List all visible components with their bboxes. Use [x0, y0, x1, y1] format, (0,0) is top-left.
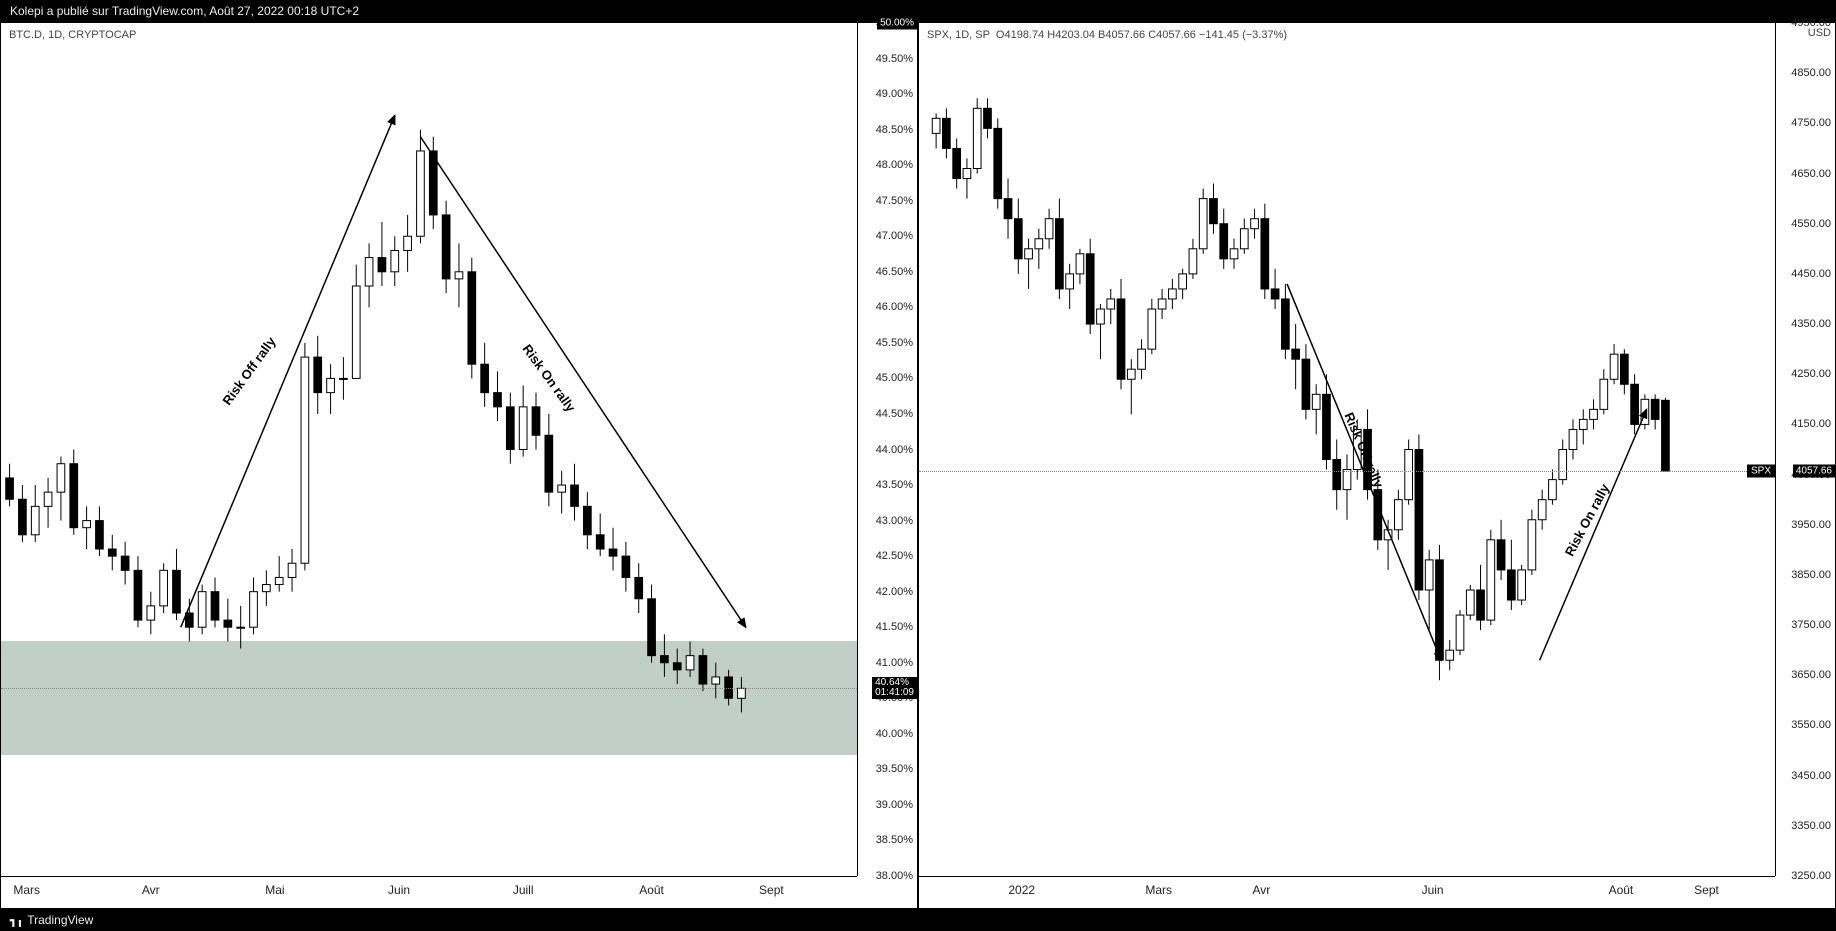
right-legend-ohlc: O4198.74 H4203.04 B4057.66 C4057.66 −141…: [996, 29, 1287, 41]
y-tick: 41.00%: [876, 657, 913, 669]
y-tick: 46.50%: [876, 266, 913, 278]
y-tick: 3450.00: [1791, 770, 1831, 782]
y-tick: 43.00%: [876, 515, 913, 527]
left-legend: BTC.D, 1D, CRYPTOCAP: [9, 29, 136, 41]
current-price-tag: 4057.66: [1793, 464, 1835, 477]
x-tick: Mars: [13, 883, 40, 897]
right-chart-body[interactable]: SPX, 1D, SP O4198.74 H4203.04 B4057.66 C…: [919, 23, 1775, 876]
y-tick: 4350.00: [1791, 318, 1831, 330]
y-tick: 4650.00: [1791, 168, 1831, 180]
x-tick: Juin: [388, 883, 410, 897]
y-tick: 45.00%: [876, 372, 913, 384]
y-tick: 3650.00: [1791, 669, 1831, 681]
y-tick: 46.00%: [876, 301, 913, 313]
y-tick: 49.50%: [876, 53, 913, 65]
current-price-tag: 40.64%01:41:09: [872, 677, 917, 699]
y-tick: 42.00%: [876, 586, 913, 598]
y-tick: 38.50%: [876, 834, 913, 846]
right-legend-ticker: SPX, 1D, SP: [927, 29, 990, 41]
x-tick: Sept: [759, 883, 784, 897]
left-chart-svg: [1, 23, 857, 876]
y-tick: 41.50%: [876, 621, 913, 633]
main: BTC.D, 1D, CRYPTOCAP Risk Off rallyRisk …: [0, 22, 1836, 909]
x-tick: Juin: [1422, 883, 1444, 897]
right-chart-svg: [919, 23, 1775, 876]
y-tick: 47.00%: [876, 230, 913, 242]
tradingview-logo-icon: ┓╻: [10, 914, 23, 927]
right-y-axis: USD 3250.003350.003450.003550.003650.003…: [1775, 23, 1835, 876]
y-tick: 4450.00: [1791, 268, 1831, 280]
y-tick: 3850.00: [1791, 569, 1831, 581]
y-tick: 48.00%: [876, 159, 913, 171]
y-tick: 39.50%: [876, 763, 913, 775]
x-tick: Sept: [1694, 883, 1719, 897]
footer: ┓╻ TradingView: [0, 909, 1836, 931]
y-tick: 3250.00: [1791, 870, 1831, 882]
ticker-tag: SPX: [1747, 464, 1775, 477]
current-price-line: [919, 471, 1775, 472]
y-tick: 42.50%: [876, 550, 913, 562]
y-tick: 40.00%: [876, 728, 913, 740]
y-tick: 38.00%: [876, 870, 913, 882]
left-x-axis: Mars Avr Mai Juin Juill Août Sept: [1, 876, 857, 908]
y-tick: 4250.00: [1791, 368, 1831, 380]
header: Kolepi a publié sur TradingView.com, Aoû…: [0, 0, 1836, 22]
y-tick: 4950.00: [1791, 17, 1831, 29]
right-legend: SPX, 1D, SP O4198.74 H4203.04 B4057.66 C…: [927, 29, 1287, 41]
x-tick: Avr: [142, 883, 160, 897]
y-tick: 4550.00: [1791, 218, 1831, 230]
x-tick: Août: [639, 883, 664, 897]
y-tick: 3750.00: [1791, 619, 1831, 631]
y-tick: 3950.00: [1791, 519, 1831, 531]
left-panel[interactable]: BTC.D, 1D, CRYPTOCAP Risk Off rallyRisk …: [0, 22, 918, 909]
x-tick: 2022: [1008, 883, 1035, 897]
x-tick: Mai: [265, 883, 284, 897]
x-tick: Mars: [1145, 883, 1172, 897]
y-tick: 39.00%: [876, 799, 913, 811]
y-tick: 44.00%: [876, 444, 913, 456]
y-tick: 3550.00: [1791, 719, 1831, 731]
x-tick: Juill: [513, 883, 534, 897]
brand-label: TradingView: [27, 913, 93, 927]
left-y-axis: 38.00%38.50%39.00%39.50%40.00%40.50%41.0…: [857, 23, 917, 876]
y-tick: 4750.00: [1791, 117, 1831, 129]
y-tick: 43.50%: [876, 479, 913, 491]
y-tick: 48.50%: [876, 124, 913, 136]
y-tick: 47.50%: [876, 195, 913, 207]
y-tick: 3350.00: [1791, 820, 1831, 832]
right-panel[interactable]: SPX, 1D, SP O4198.74 H4203.04 B4057.66 C…: [918, 22, 1836, 909]
x-tick: Avr: [1252, 883, 1270, 897]
y-tick: 49.00%: [876, 88, 913, 100]
publish-info: Kolepi a publié sur TradingView.com, Aoû…: [10, 4, 359, 18]
top-price-tag: 50.00%: [877, 17, 917, 30]
y-tick: 4850.00: [1791, 67, 1831, 79]
y-tick: 45.50%: [876, 337, 913, 349]
left-chart-body[interactable]: BTC.D, 1D, CRYPTOCAP Risk Off rallyRisk …: [1, 23, 857, 876]
y-tick: 4150.00: [1791, 418, 1831, 430]
y-tick: 44.50%: [876, 408, 913, 420]
current-price-line: [1, 688, 857, 689]
right-x-axis: 2022 Mars Avr Juin Août Sept: [919, 876, 1775, 908]
x-tick: Août: [1609, 883, 1634, 897]
